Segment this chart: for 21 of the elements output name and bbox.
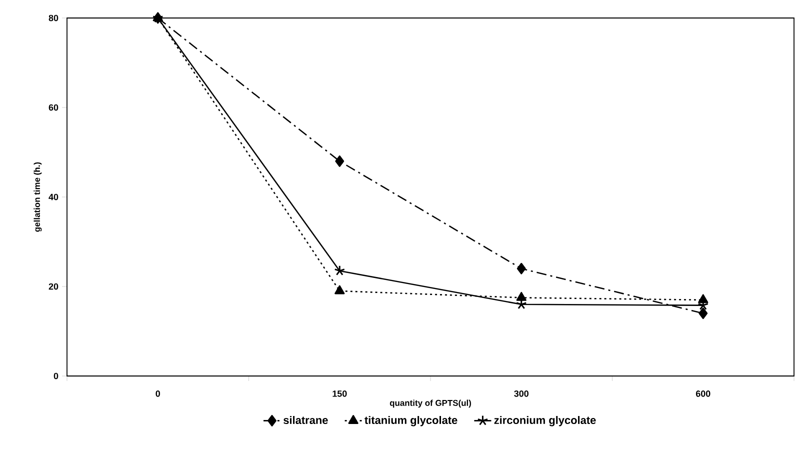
y-tick-label: 0 [54,372,58,380]
point [698,294,708,304]
x-tick-label: 0 [156,390,160,397]
x-tick-label: 150 [332,390,347,397]
x-axis-title: quantity of GPTS(ul) [390,400,471,408]
legend-label: silatrane [284,416,328,424]
point [334,265,346,276]
x-tick-label: 300 [514,390,528,397]
y-tick-label: 80 [48,14,58,22]
x-tick-label: 600 [696,390,710,397]
y-tick-label: 20 [48,283,58,290]
legend-label: titanium glycolate [364,416,458,426]
point [335,155,344,167]
point [516,292,526,301]
point [516,262,526,274]
legend-label: zirconium glycolate [494,416,596,426]
y-tick-label: 40 [48,194,58,200]
point [698,308,708,320]
point [334,285,345,294]
y-tick-label: 60 [48,104,58,111]
y-axis-title: gellation time (h.) [34,162,42,232]
